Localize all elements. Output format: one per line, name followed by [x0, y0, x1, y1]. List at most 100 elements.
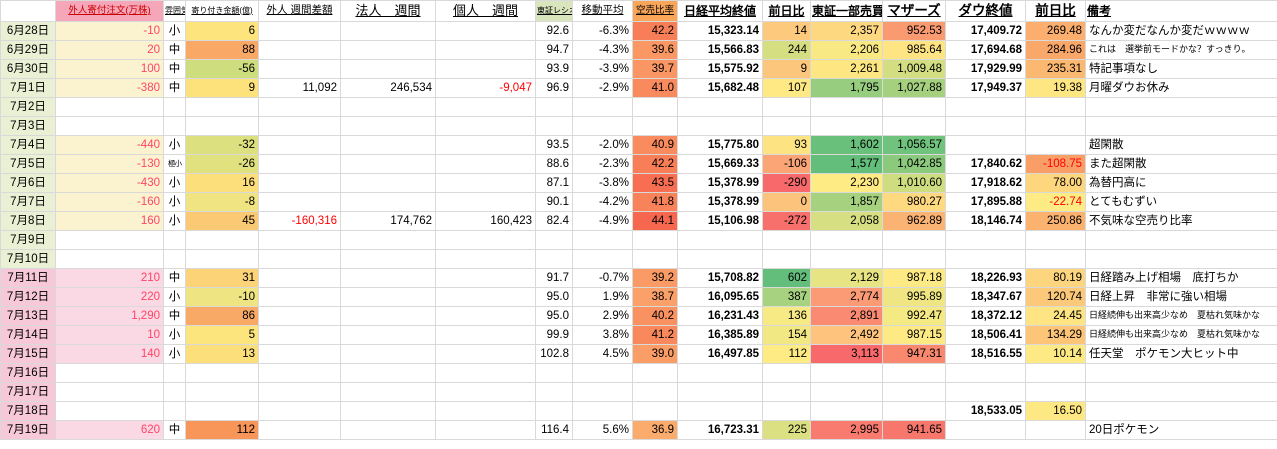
header-nikkei-close[interactable]: 日経平均終値 — [677, 0, 763, 22]
cell-foreign-open-order[interactable]: -380 — [55, 78, 164, 98]
cell-moving-average[interactable]: 1.9% — [572, 287, 633, 307]
cell-opening-amount[interactable]: -8 — [185, 192, 259, 212]
cell-mothers[interactable]: 1,010.60 — [882, 173, 946, 193]
cell-dow-prev-diff[interactable] — [1025, 135, 1086, 155]
cell-date[interactable]: 7月1日 — [0, 78, 56, 98]
cell-short-sell-ratio[interactable] — [632, 230, 678, 250]
cell-dow-prev-diff[interactable]: 19.38 — [1025, 78, 1086, 98]
cell-foreign-open-order[interactable]: 1,290 — [55, 306, 164, 326]
cell-moving-average[interactable]: -2.3% — [572, 154, 633, 174]
header-mothers[interactable]: マザーズ — [882, 0, 946, 22]
cell-short-sell-ratio[interactable] — [632, 97, 678, 117]
cell-foreign-open-order[interactable]: 10 — [55, 325, 164, 345]
cell-nikkei-close[interactable]: 16,095.65 — [677, 287, 763, 307]
cell-moving-average[interactable]: -2.9% — [572, 78, 633, 98]
cell-moving-average[interactable] — [572, 116, 633, 136]
cell-date[interactable]: 7月11日 — [0, 268, 56, 288]
cell-dow-prev-diff[interactable] — [1025, 116, 1086, 136]
cell-short-sell-ratio[interactable] — [632, 382, 678, 402]
cell-tse1-turnover[interactable]: 2,230 — [810, 173, 883, 193]
cell-tse-ratio[interactable] — [535, 97, 573, 117]
cell-dow-close[interactable] — [945, 382, 1026, 402]
cell-tse-ratio[interactable]: 91.7 — [535, 268, 573, 288]
cell-mothers[interactable] — [882, 363, 946, 383]
cell-mood[interactable]: 中 — [163, 420, 186, 440]
cell-moving-average[interactable]: 3.8% — [572, 325, 633, 345]
cell-tse-ratio[interactable]: 88.6 — [535, 154, 573, 174]
cell-foreign-weekly-diff[interactable] — [258, 59, 341, 79]
header-tse-ratio[interactable]: 東証レシオ — [535, 0, 573, 22]
cell-short-sell-ratio[interactable]: 41.0 — [632, 78, 678, 98]
cell-opening-amount[interactable] — [185, 97, 259, 117]
cell-nikkei-prev-diff[interactable] — [762, 382, 811, 402]
cell-dow-prev-diff[interactable]: 24.45 — [1025, 306, 1086, 326]
cell-nikkei-close[interactable]: 15,106.98 — [677, 211, 763, 231]
cell-opening-amount[interactable] — [185, 382, 259, 402]
cell-date[interactable]: 7月12日 — [0, 287, 56, 307]
cell-foreign-open-order[interactable]: 160 — [55, 211, 164, 231]
cell-moving-average[interactable] — [572, 249, 633, 269]
cell-date[interactable]: 7月2日 — [0, 97, 56, 117]
cell-nikkei-prev-diff[interactable]: 112 — [762, 344, 811, 364]
cell-foreign-weekly-diff[interactable] — [258, 306, 341, 326]
header-individual-weekly[interactable]: 個人 週間 — [435, 0, 536, 22]
cell-tse1-turnover[interactable]: 3,113 — [810, 344, 883, 364]
cell-short-sell-ratio[interactable]: 40.2 — [632, 306, 678, 326]
cell-nikkei-close[interactable] — [677, 363, 763, 383]
cell-date[interactable]: 7月9日 — [0, 230, 56, 250]
cell-nikkei-prev-diff[interactable] — [762, 97, 811, 117]
cell-tse1-turnover[interactable]: 2,206 — [810, 40, 883, 60]
cell-remarks[interactable] — [1085, 116, 1277, 136]
header-dow-prev-diff[interactable]: 前日比 — [1025, 0, 1086, 22]
cell-remarks[interactable]: 任天堂 ポケモン大ヒット中 — [1085, 344, 1277, 364]
cell-tse-ratio[interactable]: 92.6 — [535, 21, 573, 41]
header-tse1-turnover[interactable]: 東証一部売買 — [810, 0, 883, 22]
cell-opening-amount[interactable]: -10 — [185, 287, 259, 307]
cell-dow-close[interactable]: 18,146.74 — [945, 211, 1026, 231]
cell-date[interactable]: 7月13日 — [0, 306, 56, 326]
cell-opening-amount[interactable]: 45 — [185, 211, 259, 231]
cell-nikkei-prev-diff[interactable]: 9 — [762, 59, 811, 79]
cell-dow-prev-diff[interactable] — [1025, 382, 1086, 402]
cell-corporate-weekly[interactable] — [340, 344, 436, 364]
header-opening-amount[interactable]: 寄り付き金額(億) — [185, 0, 259, 22]
cell-foreign-open-order[interactable] — [55, 401, 164, 421]
cell-remarks[interactable]: 日経続伸も出来高少なめ 夏枯れ気味かな — [1085, 306, 1277, 326]
cell-opening-amount[interactable]: 16 — [185, 173, 259, 193]
cell-tse1-turnover[interactable] — [810, 401, 883, 421]
cell-mothers[interactable] — [882, 382, 946, 402]
cell-mothers[interactable]: 985.64 — [882, 40, 946, 60]
cell-short-sell-ratio[interactable]: 42.2 — [632, 154, 678, 174]
cell-corporate-weekly[interactable] — [340, 21, 436, 41]
cell-moving-average[interactable]: -0.7% — [572, 268, 633, 288]
cell-short-sell-ratio[interactable] — [632, 401, 678, 421]
cell-corporate-weekly[interactable] — [340, 59, 436, 79]
cell-individual-weekly[interactable] — [435, 173, 536, 193]
cell-dow-close[interactable]: 17,929.99 — [945, 59, 1026, 79]
cell-corporate-weekly[interactable]: 246,534 — [340, 78, 436, 98]
cell-tse-ratio[interactable] — [535, 249, 573, 269]
cell-mothers[interactable] — [882, 97, 946, 117]
cell-short-sell-ratio[interactable]: 38.7 — [632, 287, 678, 307]
cell-mood[interactable]: 極小 — [163, 154, 186, 174]
cell-tse1-turnover[interactable] — [810, 249, 883, 269]
cell-mood[interactable]: 小 — [163, 344, 186, 364]
cell-foreign-weekly-diff[interactable] — [258, 249, 341, 269]
cell-tse1-turnover[interactable]: 1,602 — [810, 135, 883, 155]
cell-foreign-open-order[interactable]: -160 — [55, 192, 164, 212]
cell-dow-close[interactable]: 17,694.68 — [945, 40, 1026, 60]
cell-date[interactable]: 6月29日 — [0, 40, 56, 60]
cell-short-sell-ratio[interactable]: 39.2 — [632, 268, 678, 288]
cell-moving-average[interactable]: -3.9% — [572, 59, 633, 79]
cell-date[interactable]: 7月10日 — [0, 249, 56, 269]
cell-individual-weekly[interactable] — [435, 230, 536, 250]
cell-foreign-weekly-diff[interactable] — [258, 268, 341, 288]
cell-foreign-open-order[interactable] — [55, 97, 164, 117]
cell-dow-prev-diff[interactable]: 235.31 — [1025, 59, 1086, 79]
cell-tse-ratio[interactable]: 116.4 — [535, 420, 573, 440]
cell-foreign-open-order[interactable]: -430 — [55, 173, 164, 193]
cell-tse-ratio[interactable]: 90.1 — [535, 192, 573, 212]
cell-nikkei-prev-diff[interactable]: -106 — [762, 154, 811, 174]
cell-mood[interactable]: 中 — [163, 59, 186, 79]
cell-dow-close[interactable]: 17,895.88 — [945, 192, 1026, 212]
